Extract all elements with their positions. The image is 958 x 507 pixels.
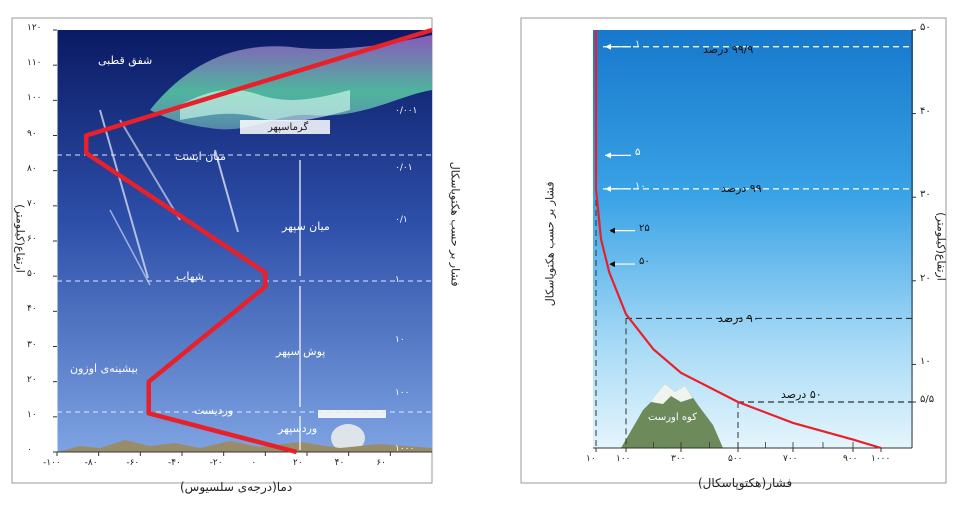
right-y-tick-label: ۱۰ [920,356,931,368]
right-y-tick-label: ۵۰ [920,22,931,33]
right-xlabel: فشار(هکتوپاسکال) [698,476,793,490]
left-y-tick-label: ۱۲۰ [27,23,42,33]
percent-90-label: ۹۰ درصد [718,312,759,325]
left-y-tick-label: ۲۰ [27,374,37,385]
left-x-tick-label: ۴۰ [334,458,345,468]
pressure-marker-arrowhead [605,152,611,159]
left-y-tick-label: ۶۰ [27,234,37,244]
pressure-altitude-chart [520,17,947,484]
left-y-tick-label: ۱۰ [27,409,37,420]
anvil-cloud-top [318,410,386,418]
pressure-marker-label: ۲۵ [639,222,650,234]
temperature-altitude-chart [11,17,433,484]
left-x-tick-label: -۴۰ [168,458,181,468]
left-y-tick-label: ۴۰ [27,304,37,315]
pressure-curve [594,30,882,450]
percent-99-label: ۹۹ درصد [721,182,762,195]
left-pressure-tick-label: ۰/۰۱ [395,162,413,173]
right-x-tick-label: ۹۰۰ [843,454,858,464]
left-x-tick-label: -۲۰ [209,458,223,468]
percent-999-label: ۹۹/۹ درصد [703,43,754,56]
left-pressure-tick-label: ۱۰ [395,334,405,345]
temperature-curve [83,27,433,455]
left-y-tick-label: ۳۰ [27,339,37,350]
right-y-tick-label: ۵/۵ [920,394,935,406]
right-x-tick-label: ۳۰۰ [671,454,686,464]
right-panel: ۵/۵ ۱۰ ۲۰ ۳۰ ۴۰ ۵۰ ۱۰ ۱۰۰ ۳۰۰ ۵۰۰ ۷۰۰ ۹۰۰ ۱۰۰۰ ۱ ۵ ۱۰… [513,0,958,503]
mesopause-label: میان ایست [175,150,226,163]
left-pressure-axis-label: فشار بر حسب هکتوپاسکال [448,161,462,287]
pressure-marker-arrowhead [609,261,615,268]
left-y-tick-label: ۵۰ [27,269,37,280]
pressure-marker-arrowhead [605,185,611,192]
left-xlabel: دما(درجه‌ی سلسیوس) [180,480,293,494]
pressure-marker-arrowhead [609,227,615,234]
ozone-maximum-label: بیشینه‌ی اوزون [70,362,138,375]
left-y-tick-label: ۹۰ [27,128,37,139]
left-pressure-tick-label: ۰/۰۰۱ [395,106,418,117]
left-pressure-tick-label: ۱۰۰ [395,387,410,398]
left-y-tick-label: ۱۰۰ [27,93,42,104]
ground-terrain [57,440,432,452]
left-y-tick-label: ۱۱۰ [27,58,42,69]
right-x-tick-label: ۵۰۰ [728,454,743,464]
left-x-tick-label: ۶۰ [376,458,386,468]
meteor-trail [109,209,151,286]
left-panel: ۰ ۱۰ ۲۰ ۳۰ ۴۰ ۵۰ ۶۰ ۷۰ ۸۰ ۹۰ ۱۰۰ ۱۱۰ ۱۲۰ -۱۰۰ -۸۰ -۶۰-… [0,0,462,503]
right-x-tick-label: ۱۰ [586,454,596,464]
left-x-tick-label: ۰ [251,458,257,468]
right-ylabel: ارتفاع(کیلومتر) [934,212,948,281]
right-plot-bg [593,30,913,448]
right-y-tick-label: ۳۰ [920,189,931,201]
pressure-marker-arrowhead [605,43,611,50]
pressure-marker-label: ۱ [635,38,641,50]
mesosphere-label: میان سپهر [282,220,330,233]
left-pressure-tick-label: ۱ [395,275,400,286]
left-x-tick-label: -۶۰ [126,458,140,468]
left-ylabel: ارتفاع(کیلومتر) [13,204,27,273]
left-y-tick-label: ۰ [27,445,32,455]
pressure-marker-label: ۱۰ [635,180,646,192]
tropopause-label: وردیست [194,404,234,417]
troposphere-label: وردسپهر [278,422,318,435]
pressure-marker-label: ۵۰ [639,256,650,268]
right-pressure-axis-label: فشار بر حسب هکتوپاسکال [543,181,557,307]
percent-50-label: ۵۰ درصد [781,388,822,401]
everest-snow [651,384,693,404]
pressure-marker-label: ۵ [635,147,641,159]
left-x-tick-label: ۲۰ [293,458,303,468]
aurora-label: شفق قطبی [98,54,153,67]
meteor-trail [214,149,239,233]
stratopause-label: شهاب [176,270,204,283]
meteor-trail [99,109,149,279]
cumulonimbus-cloud [331,424,365,452]
right-x-tick-label: ۷۰۰ [783,454,798,464]
stratosphere-label: پوش سپهر [276,345,326,358]
left-y-tick-label: ۷۰ [27,198,37,209]
everest-label: کوه اورست [648,412,697,423]
left-y-tick-label: ۸۰ [27,163,37,174]
thermosphere-label-box [240,120,330,134]
right-x-tick-label: ۱۰۰ [616,454,631,464]
thermosphere-label: گرماسپهر [268,122,309,133]
left-pressure-tick-label: ۱۰۰۰ [395,444,415,454]
left-x-tick-label: -۱۰۰ [43,458,61,468]
left-pressure-tick-label: ۰/۱ [395,215,408,226]
right-y-tick-label: ۴۰ [920,105,931,117]
right-x-tick-label: ۱۰۰۰ [871,454,891,464]
aurora-glow [180,89,350,122]
left-x-tick-label: -۸۰ [84,458,98,468]
everest-mountain [621,384,723,448]
right-y-tick-label: ۲۰ [920,272,931,284]
meteor-trail [119,119,181,221]
